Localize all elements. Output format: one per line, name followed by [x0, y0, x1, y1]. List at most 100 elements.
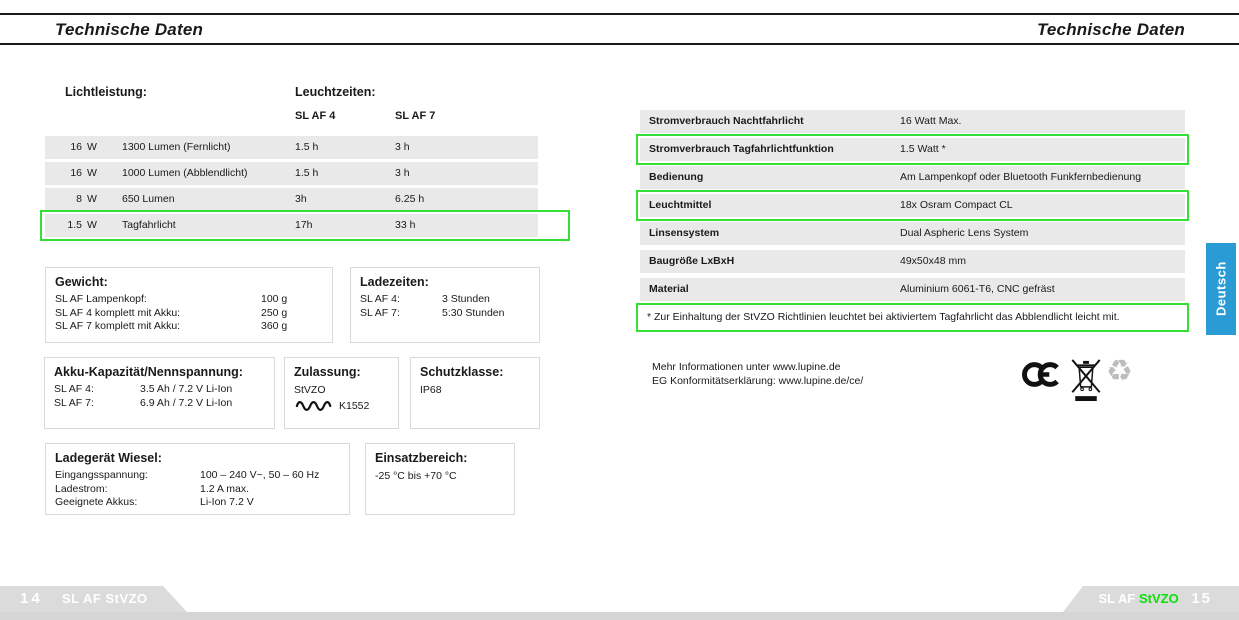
recycle-icon: ♻: [1106, 354, 1133, 389]
watt-unit: W: [87, 167, 97, 179]
power-table-row: 16 W 1000 Lumen (Abblendlicht) 1.5 h 3 h: [45, 162, 538, 185]
operating-range-box: Einsatzbereich: -25 °C bis +70 °C: [365, 443, 515, 515]
spec-value: Dual Aspheric Lens System: [900, 227, 1029, 239]
spec-label: Leuchtmittel: [649, 199, 712, 211]
ce-mark-icon: [1022, 362, 1059, 387]
weight-label: SL AF 7 komplett mit Akku:: [55, 320, 181, 332]
lumen-desc: Tagfahrlicht: [122, 219, 176, 231]
charging-value: 3 Stunden: [442, 293, 490, 305]
approval-box: Zulassung: StVZO K1552: [284, 357, 399, 429]
runtime-table-title: Leuchtzeiten:: [295, 85, 376, 99]
weight-label: SL AF 4 komplett mit Akku:: [55, 306, 181, 319]
spec-label: Bedienung: [649, 171, 704, 183]
charger-label: Ladestrom:: [55, 482, 108, 495]
approval-number: K1552: [339, 400, 370, 412]
weight-value: 100 g: [261, 293, 288, 305]
battery-value: 3.5 Ah / 7.2 V Li-Ion: [140, 383, 233, 395]
watt-value: 16: [70, 167, 82, 179]
charger-value: 100 – 240 V~, 50 – 60 Hz: [200, 469, 320, 481]
spec-row-bulbs: Leuchtmittel 18x Osram Compact CL: [640, 194, 1185, 217]
page-title-left: Technische Daten: [55, 20, 204, 39]
spec-row: Baugröße LxBxH 49x50x48 mm: [640, 250, 1185, 273]
approval-title: Zulassung:: [294, 365, 361, 379]
spec-value: 1.5 Watt *: [900, 143, 946, 155]
certification-icons: ♻: [1022, 356, 1142, 402]
lumen-desc: 1000 Lumen (Abblendlicht): [122, 167, 248, 179]
info-line-1: Mehr Informationen unter www.lupine.de: [652, 361, 841, 373]
runtime-af7: 33 h: [395, 219, 416, 231]
weight-value: 250 g: [261, 306, 288, 319]
weight-label: SL AF Lampenkopf:: [55, 293, 147, 305]
operating-range-title: Einsatzbereich:: [375, 451, 468, 465]
charger-label: Eingangsspannung:: [55, 469, 148, 481]
stvzo-footnote: * Zur Einhaltung der StVZO Richtlinien l…: [636, 303, 1189, 332]
battery-label: SL AF 4:: [54, 383, 94, 395]
lumen-desc: 650 Lumen: [122, 193, 175, 205]
charging-time-box: Ladezeiten: SL AF 4: 3 Stunden SL AF 7: 5:…: [350, 267, 540, 343]
spec-value: 49x50x48 mm: [900, 255, 966, 267]
power-table-title: Lichtleistung:: [65, 85, 147, 99]
runtime-af4: 1.5 h: [295, 167, 319, 179]
spec-label: Baugröße LxBxH: [649, 255, 735, 267]
language-tab-deutsch: Deutsch: [1206, 243, 1236, 335]
spec-value: Am Lampenkopf oder Bluetooth Funkfernbed…: [900, 171, 1142, 183]
lumen-desc: 1300 Lumen (Fernlicht): [122, 141, 231, 153]
weight-box: Gewicht: SL AF Lampenkopf: 100 g SL AF 4 …: [45, 267, 333, 343]
runtime-af4: 1.5 h: [295, 141, 319, 153]
footer-label-right-prefix: SL AF: [1098, 591, 1136, 606]
weight-box-title: Gewicht:: [55, 275, 108, 289]
watt-unit: W: [87, 193, 97, 205]
runtime-af4: 17h: [295, 219, 313, 231]
operating-range-value: -25 °C bis +70 °C: [375, 470, 457, 482]
charging-value: 5:30 Stunden: [442, 306, 505, 319]
charger-box: Ladegerät Wiesel: Eingangsspannung: 100 –…: [45, 443, 350, 515]
footer-label-left: SL AF StVZO: [62, 591, 148, 606]
spec-row: Stromverbrauch Nachtfahrlicht 16 Watt Ma…: [640, 110, 1185, 133]
footer-label-right-highlight: StVZO: [1138, 591, 1179, 606]
footer-strip: [0, 612, 1239, 620]
spec-label: Stromverbrauch Nachtfahrlicht: [649, 115, 804, 127]
spec-label: Linsensystem: [649, 227, 720, 239]
battery-label: SL AF 7:: [54, 396, 94, 409]
protection-class-box: Schutzklasse: IP68: [410, 357, 540, 429]
spec-label: Stromverbrauch Tagfahrlichtfunktion: [649, 143, 834, 155]
footer-banner-right: SL AF StVZO 15: [1063, 586, 1239, 612]
runtime-af7: 6.25 h: [395, 193, 425, 205]
watt-value: 8: [76, 193, 82, 205]
runtime-af4: 3h: [295, 193, 307, 205]
protection-class-value: IP68: [420, 384, 442, 396]
spec-row: Linsensystem Dual Aspheric Lens System: [640, 222, 1185, 245]
battery-capacity-title: Akku-Kapazität/Nennspannung:: [54, 365, 243, 379]
spec-row: Material Aluminium 6061-T6, CNC gefräst: [640, 278, 1185, 301]
battery-value: 6.9 Ah / 7.2 V Li-Ion: [140, 396, 233, 409]
watt-value: 1.5: [67, 219, 82, 231]
footer-banner-left: 14 SL AF StVZO: [0, 586, 187, 612]
charging-label: SL AF 7:: [360, 306, 400, 319]
spec-value: Aluminium 6061-T6, CNC gefräst: [900, 283, 1055, 295]
power-table-row: 16 W 1300 Lumen (Fernlicht) 1.5 h 3 h: [45, 136, 538, 159]
weee-bin-icon: [1071, 359, 1101, 402]
more-info-text: Mehr Informationen unter www.lupine.de E…: [652, 361, 863, 388]
page-number-left: 14: [20, 590, 43, 607]
charging-label: SL AF 4:: [360, 293, 400, 305]
column-header-slaf4: SL AF 4: [295, 110, 336, 122]
k-mark-wave-icon: [295, 401, 332, 411]
protection-class-title: Schutzklasse:: [420, 365, 504, 379]
power-table-row: 8 W 650 Lumen 3h 6.25 h: [45, 188, 538, 211]
spec-row: Bedienung Am Lampenkopf oder Bluetooth F…: [640, 166, 1185, 189]
info-line-2: EG Konformitätserklärung: www.lupine.de/…: [652, 374, 864, 387]
top-rule: [0, 13, 1239, 15]
spec-value: 18x Osram Compact CL: [900, 199, 1013, 211]
power-table-row-daytime: 1.5 W Tagfahrlicht 17h 33 h: [45, 214, 538, 237]
approval-standard: StVZO: [294, 384, 326, 396]
charger-title: Ladegerät Wiesel:: [55, 451, 162, 465]
watt-unit: W: [87, 219, 97, 231]
charger-value: Li-Ion 7.2 V: [200, 496, 254, 508]
spec-label: Material: [649, 283, 689, 295]
spec-value: 16 Watt Max.: [900, 115, 962, 127]
header-rule: [0, 43, 1239, 45]
charger-value: 1.2 A max.: [200, 482, 250, 495]
watt-value: 16: [70, 141, 82, 153]
page-number-right: 15: [1191, 590, 1212, 607]
runtime-af7: 3 h: [395, 167, 410, 179]
